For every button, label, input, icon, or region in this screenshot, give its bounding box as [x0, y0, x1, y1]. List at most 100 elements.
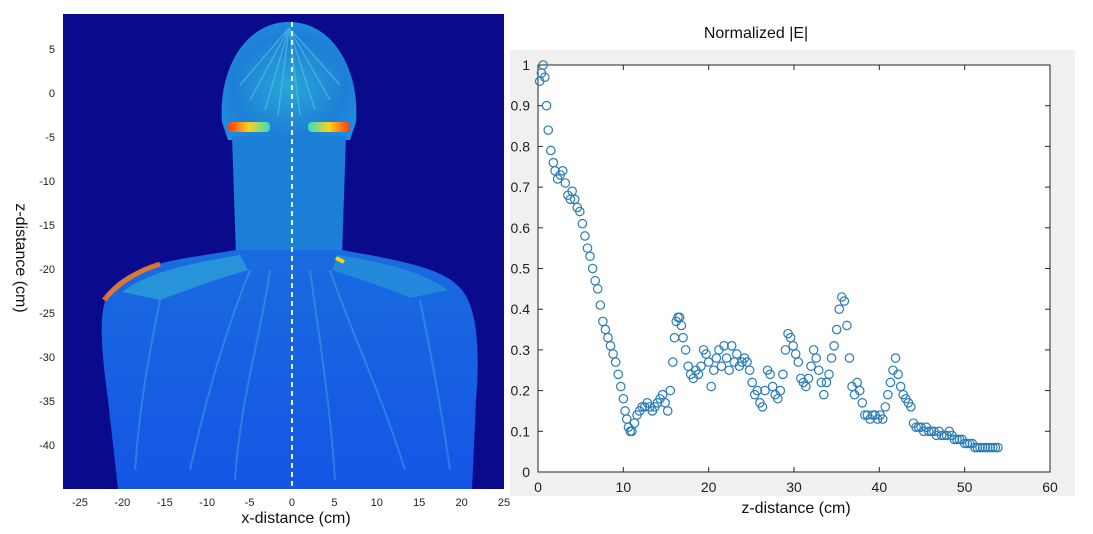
scatter-point — [975, 442, 985, 453]
neck-shape — [232, 136, 346, 255]
scatter-point — [610, 357, 621, 367]
scatter-point — [580, 231, 590, 241]
scatter-point — [585, 251, 595, 262]
scatter-xtick-label: 20 — [701, 479, 717, 495]
scatter-point — [747, 377, 757, 388]
scatter-point — [595, 300, 606, 310]
scatter-point — [813, 365, 824, 376]
scatter-point — [716, 361, 727, 371]
scatter-points — [534, 60, 1003, 453]
heatmap-ytick-label: -15 — [39, 220, 55, 232]
torso-shape — [101, 250, 478, 489]
heatmap-xtick-label: 10 — [371, 497, 383, 509]
heatmap-xlabel: x-distance (cm) — [241, 510, 350, 527]
scatter-point — [906, 402, 916, 412]
scatter-point — [824, 369, 834, 380]
scatter-xlabel: z-distance (cm) — [741, 500, 850, 517]
scatter-panel: 0 10 20 30 40 50 60 0 0.1 0.2 0.3 0.4 0.5 0.6 0.7 0.8 0.… — [510, 25, 1075, 517]
scatter-point — [826, 353, 837, 363]
heatmap-ytick-label: -10 — [39, 176, 55, 188]
scatter-point — [877, 414, 888, 424]
scatter-point — [613, 369, 624, 380]
scatter-point — [806, 361, 816, 371]
scatter-point — [719, 341, 729, 351]
scatter-point — [985, 442, 996, 453]
heatmap-axes: -25 -20 -15 -10 -5 0 5 10 15 20 25 5 0 -5 -10 -15 -20 -25… — [39, 44, 510, 509]
scatter-point — [703, 357, 714, 367]
scatter-point — [980, 442, 990, 453]
scatter-point — [676, 320, 687, 331]
hotspot-neck — [335, 256, 345, 264]
scatter-ytick-label: 0 — [522, 464, 530, 480]
scatter-point — [668, 357, 678, 367]
scatter-point — [962, 438, 973, 449]
heatmap-ytick-label: 5 — [49, 44, 55, 56]
scatter-point — [744, 365, 755, 376]
scatter-point — [618, 393, 629, 404]
scatter-point — [949, 434, 960, 445]
scatter-point — [890, 353, 901, 363]
scatter-ytick-label: 0.9 — [511, 98, 531, 114]
chest-highlight-right — [332, 255, 448, 298]
scatter-point — [885, 377, 896, 388]
scatter-title: Normalized |E| — [704, 25, 808, 42]
scatter-ytick-label: 1 — [522, 57, 530, 73]
scatter-point — [557, 166, 568, 176]
heatmap-xtick-label: -20 — [114, 497, 130, 509]
scatter-ytick-label: 0.5 — [511, 261, 531, 277]
scatter-point — [829, 341, 839, 351]
scatter-ytick-label: 0.7 — [511, 179, 531, 195]
scatter-point — [854, 385, 865, 396]
scatter-point — [541, 100, 552, 111]
scatter-xtick-label: 10 — [616, 479, 632, 495]
torso-texture — [134, 269, 451, 481]
scatter-point — [811, 353, 821, 363]
chest-highlight — [122, 255, 248, 300]
hotspot-right — [308, 122, 350, 132]
scatter-xtick-label: 0 — [534, 479, 542, 495]
scatter-point — [721, 353, 732, 363]
scatter-point — [880, 402, 891, 412]
scatter-point — [765, 369, 775, 380]
head-texture — [239, 27, 341, 116]
heatmap-xtick-label: 0 — [289, 497, 295, 509]
scatter-point — [575, 206, 585, 217]
scatter-point — [993, 442, 1003, 453]
heatmap-panel: -25 -20 -15 -10 -5 0 5 10 15 20 25 5 0 -5 -10 -15 -20 -25… — [12, 14, 510, 527]
scatter-point — [952, 434, 962, 445]
heatmap-xtick-label: -10 — [199, 497, 215, 509]
scatter-point — [977, 442, 988, 453]
heatmap-ytick-label: -30 — [39, 352, 55, 364]
scatter-plot-area — [537, 64, 1051, 473]
scatter-point — [696, 361, 706, 371]
scatter-point — [560, 178, 571, 188]
head-shape — [221, 22, 357, 140]
scatter-point — [724, 365, 734, 376]
scatter-ytick-label: 0.4 — [511, 301, 531, 317]
scatter-point — [680, 345, 691, 355]
scatter-point — [936, 430, 947, 441]
scatter-point — [732, 349, 742, 359]
scatter-point — [538, 60, 548, 70]
scatter-ytick-label: 0.1 — [511, 423, 531, 439]
scatter-point — [780, 345, 791, 355]
scatter-point — [577, 218, 588, 229]
scatter-point — [831, 324, 842, 335]
scatter-point — [970, 442, 980, 453]
scatter-point — [793, 357, 804, 367]
scatter-point — [775, 385, 786, 396]
scatter-point — [844, 353, 855, 363]
heatmap-ylabel: z-distance (cm) — [12, 203, 29, 312]
scatter-axes: 0 10 20 30 40 50 60 0 0.1 0.2 0.3 0.4 0.5 0.6 0.7 0.8 0.… — [511, 57, 1058, 495]
scatter-point — [803, 373, 814, 384]
scatter-ytick-label: 0.6 — [511, 220, 531, 236]
heatmap-ytick-label: -35 — [39, 396, 55, 408]
scatter-point — [678, 332, 688, 343]
scatter-point — [757, 402, 768, 412]
heatmap-ytick-label: 0 — [49, 88, 55, 100]
heatmap-ytick-label: -40 — [39, 440, 55, 452]
scatter-point — [752, 385, 763, 396]
scatter-point — [587, 263, 598, 274]
heatmap-xtick-label: -5 — [245, 497, 255, 509]
scatter-point — [883, 389, 893, 400]
